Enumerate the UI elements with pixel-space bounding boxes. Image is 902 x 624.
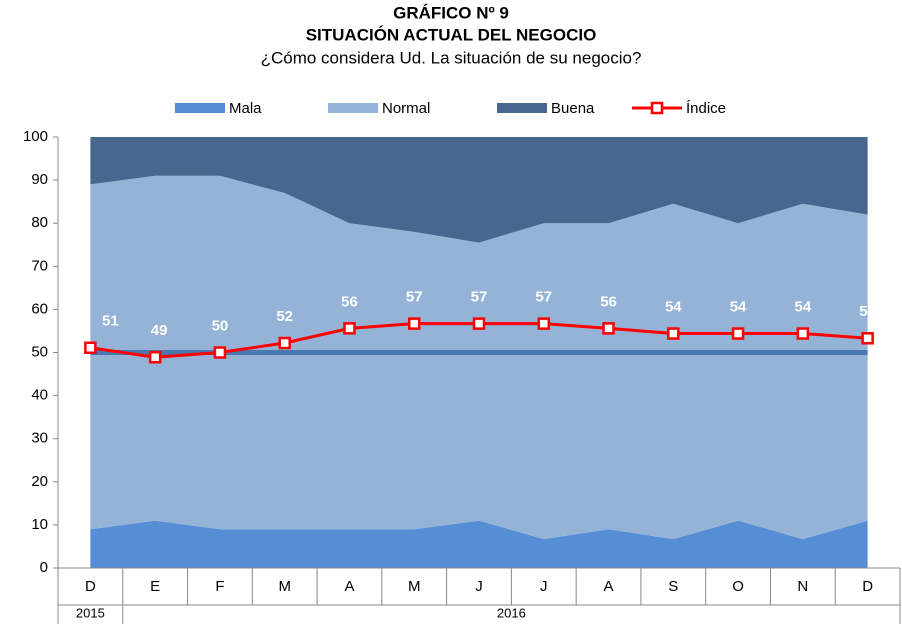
year-label: 2016 <box>497 605 526 620</box>
value-label: 56 <box>600 293 617 310</box>
x-tick-label: D <box>85 578 96 595</box>
value-label: 57 <box>535 289 552 306</box>
y-tick-label: 10 <box>31 516 48 533</box>
value-label: 51 <box>102 313 119 330</box>
value-label: 53 <box>859 303 876 320</box>
legend-swatch <box>497 103 547 113</box>
x-tick-label: M <box>278 578 291 595</box>
value-label: 57 <box>406 289 423 306</box>
marker <box>84 341 97 355</box>
legend-label: Normal <box>382 100 430 117</box>
marker <box>537 317 551 330</box>
y-tick-label: 80 <box>31 214 48 231</box>
y-tick-label: 90 <box>31 171 48 188</box>
legend-swatch <box>328 103 378 113</box>
legend-swatch <box>175 103 225 113</box>
chart-question: ¿Cómo considera Ud. La situación de su n… <box>261 48 642 67</box>
x-tick-label: J <box>475 578 483 595</box>
marker <box>343 322 356 335</box>
marker <box>472 317 486 330</box>
x-tick-label: M <box>408 578 421 595</box>
x-tick-label: S <box>668 578 678 595</box>
marker <box>861 332 874 345</box>
y-tick-label: 70 <box>31 257 48 274</box>
legend-label: Mala <box>229 100 262 117</box>
marker <box>602 322 615 335</box>
marker <box>796 327 810 340</box>
x-tick-label: E <box>150 578 160 595</box>
value-label: 56 <box>341 293 358 310</box>
value-label: 54 <box>665 299 682 316</box>
y-tick-label: 0 <box>40 559 48 576</box>
y-tick-label: 20 <box>31 473 48 490</box>
year-label: 2015 <box>76 605 105 620</box>
chart-title: GRÁFICO Nº 9 <box>393 3 509 22</box>
area <box>90 137 868 243</box>
marker <box>731 327 745 340</box>
marker <box>278 336 291 350</box>
x-tick-label: F <box>215 578 224 595</box>
legend-label: Buena <box>551 100 595 117</box>
y-tick-label: 30 <box>31 430 48 447</box>
marker <box>213 346 227 359</box>
legend-marker <box>650 101 664 115</box>
x-tick-label: N <box>797 578 808 595</box>
value-label: 49 <box>151 322 168 339</box>
value-label: 54 <box>795 299 812 316</box>
x-tick-label: D <box>862 578 873 595</box>
area <box>90 520 868 568</box>
value-label: 54 <box>730 299 747 316</box>
y-tick-label: 50 <box>31 343 48 360</box>
y-tick-label: 40 <box>31 387 48 404</box>
y-tick-label: 60 <box>31 300 48 317</box>
legend-label: Índice <box>686 100 726 117</box>
marker <box>667 327 680 340</box>
x-tick-label: A <box>344 578 354 595</box>
x-tick-label: A <box>604 578 614 595</box>
marker <box>407 317 421 330</box>
chart-subtitle: SITUACIÓN ACTUAL DEL NEGOCIO <box>306 25 597 44</box>
marker <box>148 350 162 364</box>
x-tick-label: O <box>732 578 744 595</box>
y-tick-label: 100 <box>23 128 48 145</box>
value-label: 52 <box>276 308 293 325</box>
x-tick-label: J <box>540 578 548 595</box>
area <box>90 175 868 540</box>
value-label: 57 <box>471 289 488 306</box>
value-label: 50 <box>212 317 229 334</box>
